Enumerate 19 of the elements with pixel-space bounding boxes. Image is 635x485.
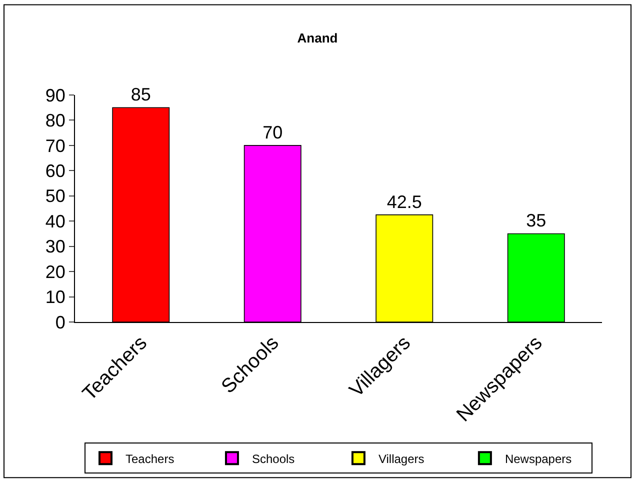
chart-title: Anand bbox=[297, 30, 338, 46]
y-tick-label: 40 bbox=[45, 211, 66, 232]
legend-label: Teachers bbox=[126, 452, 174, 466]
data-label: 85 bbox=[130, 84, 151, 105]
data-label: 42.5 bbox=[386, 192, 422, 212]
y-tick-label: 50 bbox=[45, 186, 66, 206]
y-tick-label: 80 bbox=[45, 110, 66, 131]
y-tick-label: 90 bbox=[45, 85, 66, 106]
y-tick-label: 60 bbox=[45, 160, 66, 181]
y-tick-label: 70 bbox=[45, 136, 66, 156]
legend-label: Newspapers bbox=[504, 452, 572, 466]
y-tick-label: 20 bbox=[45, 262, 66, 282]
legend-label: Villagers bbox=[378, 452, 424, 466]
legend-label: Schools bbox=[252, 452, 295, 466]
y-tick-label: 10 bbox=[45, 287, 66, 308]
data-label: 35 bbox=[526, 210, 546, 231]
y-tick-label: 30 bbox=[45, 236, 66, 257]
data-label: 70 bbox=[262, 122, 283, 142]
y-tick-label: 0 bbox=[55, 312, 66, 332]
